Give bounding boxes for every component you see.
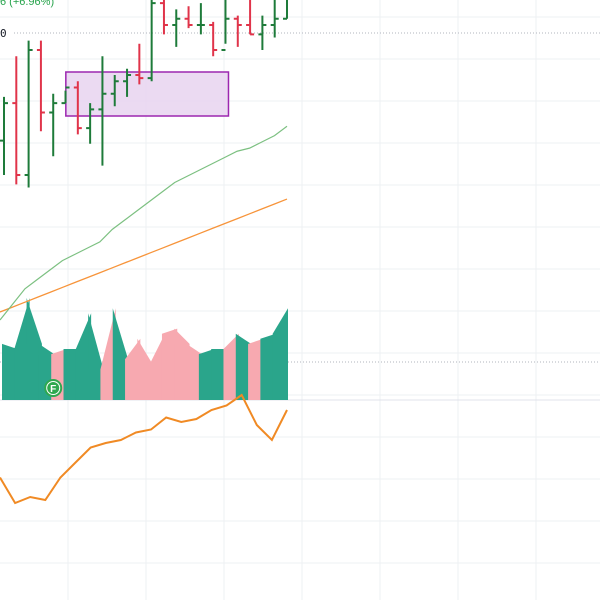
volume-segment: [100, 308, 116, 400]
event-marker-label: F: [50, 384, 56, 395]
volume-segment: [186, 343, 202, 400]
volume-segment: [198, 349, 215, 400]
change-text: 6 (+6.96%): [0, 0, 55, 8]
volume-segment: [137, 338, 153, 400]
volume-segment: [14, 298, 30, 400]
volume-segment: [248, 338, 264, 400]
volume-segment: [260, 333, 276, 400]
fast-moving-average-line: [0, 125, 288, 321]
volume-segment: [112, 308, 129, 400]
last-price-label: 0: [0, 27, 7, 40]
volume-segment: [223, 333, 239, 400]
change-label: 6 (+6.96%): [0, 0, 54, 8]
volume-segment: [125, 338, 141, 400]
volume-segment: [2, 343, 18, 400]
volume-segment: [235, 333, 252, 400]
event-marker-dot: [47, 382, 60, 394]
volume-segment: [174, 328, 190, 400]
volume-segment: [63, 349, 79, 400]
volume-segment: [161, 328, 178, 400]
slow-moving-average-line: [0, 198, 288, 313]
indicator-line: [0, 393, 288, 505]
volume-segment: [272, 308, 288, 400]
volume-segment: [211, 349, 227, 400]
volume-segment: [149, 333, 165, 400]
volume-segment: [26, 298, 42, 400]
volume-segment: [88, 313, 104, 400]
volume-segment: [75, 313, 92, 400]
